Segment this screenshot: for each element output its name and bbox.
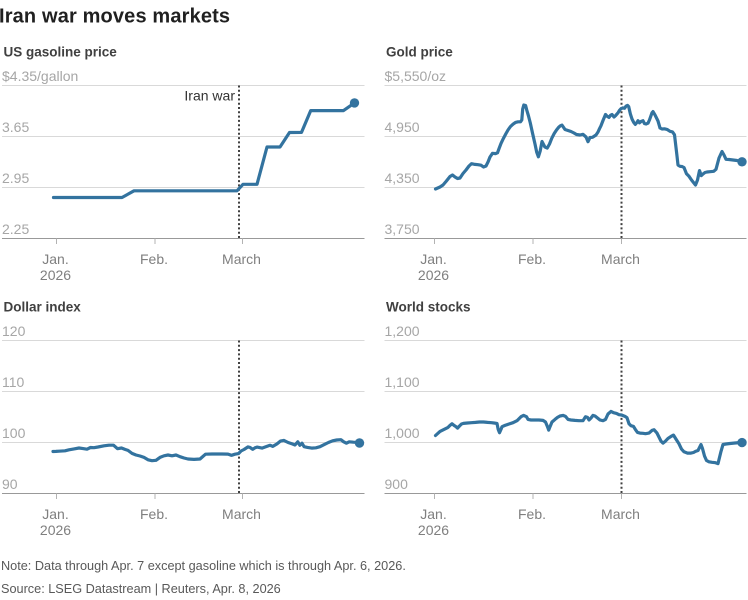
- svg-text:1,000: 1,000: [385, 425, 420, 441]
- svg-text:Dollar index: Dollar index: [4, 300, 82, 315]
- svg-text:Feb.: Feb.: [140, 251, 168, 267]
- svg-text:Jan.: Jan.: [42, 251, 68, 267]
- svg-text:Jan.: Jan.: [420, 251, 446, 267]
- svg-text:US gasoline price: US gasoline price: [4, 45, 118, 60]
- svg-text:2.95: 2.95: [2, 170, 29, 186]
- svg-text:4,350: 4,350: [385, 170, 420, 186]
- svg-text:Jan.: Jan.: [420, 506, 446, 522]
- svg-text:4,950: 4,950: [385, 119, 420, 135]
- svg-text:1,100: 1,100: [385, 374, 420, 390]
- svg-text:900: 900: [385, 476, 409, 492]
- svg-text:90: 90: [2, 476, 18, 492]
- svg-text:Feb.: Feb.: [518, 506, 546, 522]
- svg-text:2026: 2026: [418, 522, 449, 538]
- svg-text:Note: Data through Apr. 7 exce: Note: Data through Apr. 7 except gasolin…: [1, 559, 406, 573]
- svg-text:Feb.: Feb.: [140, 506, 168, 522]
- svg-text:March: March: [222, 251, 261, 267]
- svg-text:Iran war: Iran war: [184, 88, 235, 104]
- svg-text:Feb.: Feb.: [518, 251, 546, 267]
- svg-text:100: 100: [2, 425, 26, 441]
- svg-text:1,200: 1,200: [385, 323, 420, 339]
- svg-text:3,750: 3,750: [385, 221, 420, 237]
- svg-text:World stocks: World stocks: [386, 300, 471, 315]
- svg-text:Jan.: Jan.: [42, 506, 68, 522]
- svg-text:March: March: [222, 506, 261, 522]
- svg-text:2026: 2026: [418, 267, 449, 283]
- svg-text:Gold price: Gold price: [386, 45, 453, 60]
- svg-text:120: 120: [2, 323, 26, 339]
- svg-text:March: March: [601, 251, 640, 267]
- svg-text:March: March: [601, 506, 640, 522]
- svg-text:$4.35/gallon: $4.35/gallon: [2, 68, 78, 84]
- svg-text:2026: 2026: [40, 267, 71, 283]
- svg-text:3.65: 3.65: [2, 119, 29, 135]
- svg-text:110: 110: [2, 374, 25, 390]
- svg-text:2.25: 2.25: [2, 221, 29, 237]
- svg-text:$5,550/oz: $5,550/oz: [385, 68, 447, 84]
- svg-text:Source: LSEG Datastream | Reut: Source: LSEG Datastream | Reuters, Apr. …: [1, 582, 281, 596]
- svg-text:2026: 2026: [40, 522, 71, 538]
- svg-text:Iran war moves markets: Iran war moves markets: [0, 6, 230, 28]
